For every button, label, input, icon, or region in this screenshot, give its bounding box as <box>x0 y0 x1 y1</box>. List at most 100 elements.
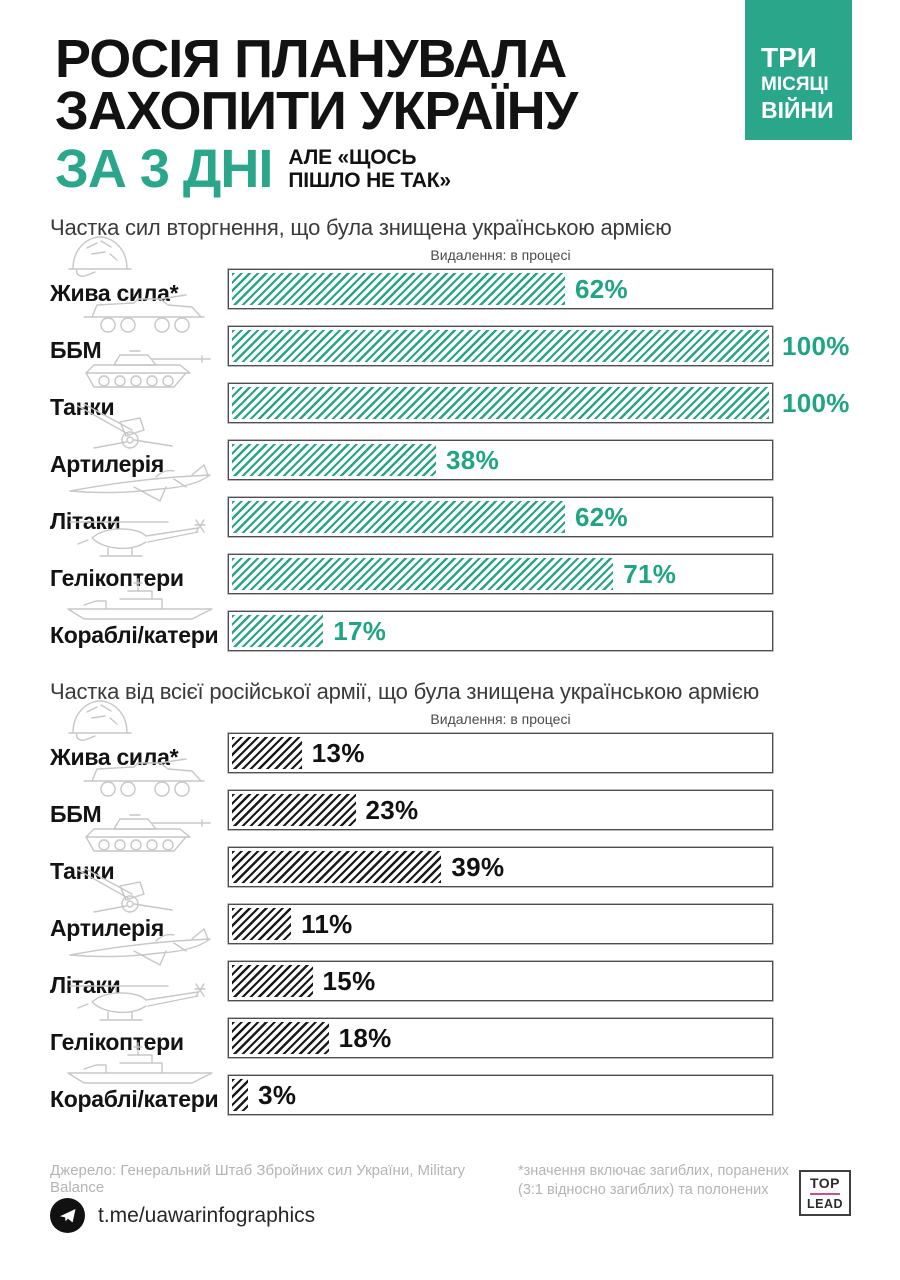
category-label: Артилерія <box>50 451 165 478</box>
bar-track <box>228 326 773 367</box>
ship-icon <box>64 575 214 621</box>
chart-row: Танки 100% <box>50 350 850 424</box>
bar-track: 62% <box>228 497 773 538</box>
value-label: 100% <box>782 388 850 419</box>
category-cell: Літаки <box>50 928 228 1001</box>
chart-row: ББМ 100% <box>50 294 850 367</box>
jet-icon <box>64 463 214 507</box>
chart-row: Танки 39% <box>50 814 850 888</box>
title-accent-row: ЗА 3 ДНІ АЛЕ «ЩОСЬ ПІШЛО НЕ ТАК» <box>55 138 850 199</box>
category-label: ББМ <box>50 801 102 828</box>
value-label: 62% <box>574 274 628 305</box>
footnote-line2: (3:1 відносно загиблих) та полонених <box>518 1181 769 1198</box>
chart-row: Кораблі/катери 17% <box>50 578 850 652</box>
section-title: Частка від всієї російської армії, що бу… <box>50 679 760 705</box>
category-label: Літаки <box>50 508 121 535</box>
bar-fill <box>232 1079 249 1112</box>
chart-row: Літаки 15% <box>50 928 850 1002</box>
chart-row: Артилерія 38% <box>50 403 850 481</box>
category-cell: Літаки <box>50 464 228 537</box>
chart-row: Літаки 62% <box>50 464 850 538</box>
section-title: Частка сил вторгнення, що була знищена у… <box>50 215 672 241</box>
bar-track: 62% <box>228 269 773 310</box>
chart-row: Гелікоптери 18% <box>50 983 850 1059</box>
value-label: 11% <box>301 909 353 940</box>
value-label: 15% <box>322 966 376 997</box>
bar-track: 71% <box>228 554 773 595</box>
category-label: Танки <box>50 858 115 885</box>
tank-icon <box>64 345 214 393</box>
value-label: 38% <box>446 445 499 476</box>
category-cell: Кораблі/катери <box>50 578 228 651</box>
value-label: 3% <box>258 1080 297 1111</box>
bar-fill <box>232 558 614 591</box>
main-title-line2: ЗАХОПИТИ УКРАЇНУ <box>55 80 578 141</box>
chart-rows: Жива сила* 62% ББМ 100% Танки 100% Артилерія 38… <box>50 236 850 652</box>
bar-fill <box>232 387 769 420</box>
bar-fill <box>232 1022 329 1055</box>
category-cell: Артилерія <box>50 403 228 480</box>
category-label: Кораблі/катери <box>50 622 219 649</box>
footnote-line1: *значення включає загиблих, поранених <box>518 1163 789 1179</box>
telegram-link[interactable]: t.me/uawarinfographics <box>50 1198 315 1233</box>
invasion-losses-chart: Частка сил вторгнення, що була знищена у… <box>50 215 850 652</box>
category-label: Кораблі/катери <box>50 1086 219 1113</box>
bar-fill <box>232 851 442 884</box>
badge-line3: ВІЙНИ <box>761 97 834 124</box>
category-cell: Кораблі/катери <box>50 1042 228 1115</box>
bar-track: 17% <box>228 611 773 652</box>
category-label: Гелікоптери <box>50 1029 184 1056</box>
bar-fill <box>232 615 324 648</box>
logo-top-text: TOP <box>809 1174 841 1191</box>
badge-line2: МІСЯЦІ <box>761 74 829 96</box>
category-label: Літаки <box>50 972 121 999</box>
bar-track: 15% <box>228 961 773 1002</box>
bar-track <box>228 383 773 424</box>
bar-fill <box>232 501 565 534</box>
subtitle-line2: ПІШЛО НЕ ТАК» <box>288 168 451 192</box>
subtitle: АЛЕ «ЩОСЬ ПІШЛО НЕ ТАК» <box>288 146 451 192</box>
category-cell: Танки <box>50 350 228 423</box>
apc-icon <box>64 290 214 336</box>
footer: Джерело: Генеральний Штаб Збройних сил У… <box>50 1162 851 1257</box>
jet-icon <box>64 927 214 971</box>
header: РОСІЯ ПЛАНУВАЛА ЗАХОПИТИ УКРАЇНУ ЗА 3 ДН… <box>0 0 900 199</box>
progress-label: Видалення: в процесі <box>430 711 571 728</box>
category-label: ББМ <box>50 337 102 364</box>
bar-fill <box>232 908 292 941</box>
source-note: Джерело: Генеральний Штаб Збройних сил У… <box>50 1162 466 1196</box>
chart-row: Гелікоптери 71% <box>50 519 850 595</box>
chart-rows: Жива сила* 13% ББМ 23% Танки 39% Артилерія 11% Л… <box>50 700 850 1116</box>
category-label: Артилерія <box>50 915 165 942</box>
logo-bottom-text: LEAD <box>806 1196 844 1211</box>
bar-track: 3% <box>228 1075 773 1116</box>
tank-icon <box>64 809 214 857</box>
footnote: *значення включає загиблих, поранених (3… <box>518 1162 789 1200</box>
category-cell: ББМ <box>50 294 228 366</box>
title-accent: ЗА 3 ДНІ <box>55 138 273 199</box>
artillery-icon <box>64 864 184 914</box>
telegram-handle: t.me/uawarinfographics <box>98 1203 316 1227</box>
bar-fill <box>232 330 769 363</box>
category-cell: Гелікоптери <box>50 983 228 1058</box>
value-label: 39% <box>451 852 505 883</box>
total-army-losses-chart: Частка від всієї російської армії, що бу… <box>50 679 850 1116</box>
helmet-icon <box>64 695 136 743</box>
bar-track: 18% <box>228 1018 773 1059</box>
chart-row: Артилерія 11% <box>50 867 850 945</box>
category-cell: Танки <box>50 814 228 887</box>
chart-row: ББМ 23% <box>50 758 850 831</box>
bar-track: 39% <box>228 847 773 888</box>
value-label: 18% <box>338 1023 392 1054</box>
category-cell: Гелікоптери <box>50 519 228 594</box>
value-label: 62% <box>574 502 628 533</box>
ship-icon <box>64 1039 214 1085</box>
bar-track: 23% <box>228 790 773 831</box>
bar-fill <box>232 273 565 306</box>
logo-divider <box>810 1192 840 1195</box>
badge-line1: ТРИ <box>761 41 817 73</box>
bar-fill <box>232 444 437 477</box>
progress-label: Видалення: в процесі <box>430 247 571 264</box>
main-title-line1: РОСІЯ ПЛАНУВАЛА <box>55 29 567 89</box>
value-label: 23% <box>365 795 419 826</box>
